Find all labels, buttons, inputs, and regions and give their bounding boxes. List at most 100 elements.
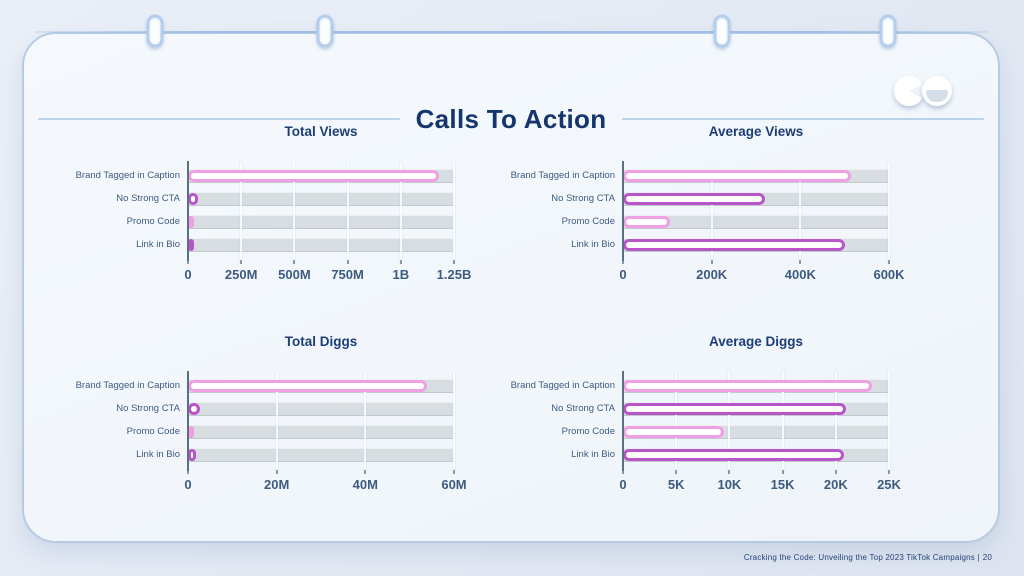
category-labels: Brand Tagged in Caption No Strong CTA Prom… [60,374,188,466]
gridline [781,372,784,470]
tick-mark [275,469,278,474]
bar [623,448,845,461]
category-label: Link in Bio [136,239,180,250]
bar [623,238,845,251]
bar-row [188,187,454,210]
bar-track [623,237,889,252]
x-axis: 0 250M 500M 750M 1B 1.25B [184,256,471,288]
tick-label: 40M [352,477,378,492]
bar [623,402,847,415]
bar-row [188,374,454,397]
gridline [346,162,349,260]
category-label: Link in Bio [571,449,615,460]
gridline [399,162,402,260]
plot-area [187,371,455,471]
bar [188,425,194,438]
category-labels: Brand Tagged in Caption No Strong CTA Prom… [495,374,623,466]
bar [623,425,725,438]
chart-title: Average Views [708,124,804,139]
bar-track [188,237,454,252]
tick-mark [781,469,784,474]
binder-ring-4 [879,14,897,48]
bar-track [188,424,454,439]
bar-row [623,210,889,233]
tick-label: 1B [392,267,410,282]
bar-track [623,378,889,393]
logo-smile-icon [922,76,952,106]
category-label: Brand Tagged in Caption [75,170,180,181]
tick-label: 0 [184,477,192,492]
category-label: Brand Tagged in Caption [510,380,615,391]
bar-row [623,420,889,443]
bar-row [188,210,454,233]
page-title: Calls To Action [415,103,607,134]
category-label: No Strong CTA [116,193,180,204]
category-label: Brand Tagged in Caption [510,170,615,181]
bar-row [623,397,889,420]
gridline [453,162,455,260]
brand-logo [894,76,952,106]
gridline [799,162,802,260]
tick-mark [293,259,296,264]
chart-title: Total Views [284,124,358,139]
binder-ring-1 [146,14,164,48]
bar [623,215,670,228]
tick-label: 0 [619,477,627,492]
tick-label: 200K [696,267,728,282]
chart-average-diggs: Average Diggs Brand Tagged in Caption No … [495,334,901,498]
bar-row [623,233,889,256]
tick-label: 600K [873,267,905,282]
gridline [888,162,890,260]
gridline [364,372,367,470]
gridline [293,162,296,260]
category-labels: Brand Tagged in Caption No Strong CTA Prom… [60,164,188,256]
bar [188,169,440,182]
header-divider-left [38,118,400,120]
gridline [888,372,890,470]
tick-label: 250M [224,267,258,282]
tick-mark [187,259,189,264]
footer-text: Cracking the Code: Unveiling the Top 202… [743,553,980,562]
category-label: Link in Bio [571,239,615,250]
plot-area [622,161,890,261]
y-axis-line [187,161,189,261]
bar-row [188,443,454,466]
category-label: Promo Code [126,216,180,227]
bar [188,448,196,461]
tick-label: 5K [667,477,685,492]
tick-mark [710,259,713,264]
bar-track [188,191,454,206]
tick-label: 10K [717,477,742,492]
binder-ring-3 [713,14,731,48]
category-label: Promo Code [561,426,615,437]
gridline [675,372,678,470]
bar [623,192,765,205]
logo-pacman-icon [894,76,924,106]
tick-mark [240,259,243,264]
y-axis-line [187,371,189,471]
gridline [710,162,713,260]
header: Calls To Action [38,102,984,136]
x-axis: 0 20M 40M 60M [184,466,467,498]
bar-track [188,214,454,229]
tick-label: 400K [784,267,816,282]
tick-label: 1.25B [436,267,472,282]
x-axis: 0 200K 400K 600K [619,256,905,288]
tick-mark [453,259,455,264]
bar-row [188,233,454,256]
tick-label: 25K [877,477,901,492]
tick-mark [364,469,367,474]
bar-track [188,168,454,183]
bar [188,192,198,205]
chart-title: Average Diggs [708,334,804,349]
tick-label: 20M [264,477,290,492]
bar-track [623,214,889,229]
slide-card: Calls To Action Total Views Brand Tagged… [22,32,1000,543]
tick-label: 20K [823,477,848,492]
tick-mark [799,259,802,264]
gridline [728,372,731,470]
category-labels: Brand Tagged in Caption No Strong CTA Prom… [495,164,623,256]
bar-track [623,447,889,462]
plot-area [622,371,890,471]
